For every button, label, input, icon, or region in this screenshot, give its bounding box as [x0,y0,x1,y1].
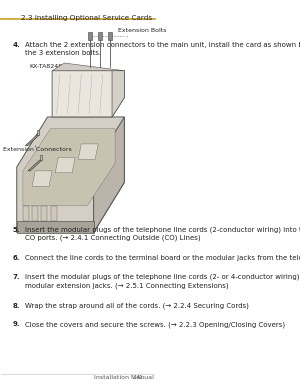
Text: Installation Manual: Installation Manual [94,375,154,380]
Polygon shape [37,130,39,135]
Text: 2.3 Installing Optional Service Cards: 2.3 Installing Optional Service Cards [21,15,152,21]
Polygon shape [32,171,52,186]
Polygon shape [88,32,92,40]
Text: Insert the modular plugs of the telephone line cords (2- or 4-conductor wiring) : Insert the modular plugs of the telephon… [25,274,300,289]
Text: 6.: 6. [12,255,20,262]
Polygon shape [23,206,29,221]
Polygon shape [55,158,75,173]
Text: Extension Connectors: Extension Connectors [3,146,72,152]
Polygon shape [23,128,115,206]
Text: Connect the line cords to the terminal board or the modular jacks from the telep: Connect the line cords to the terminal b… [25,255,300,262]
Polygon shape [94,117,124,232]
Text: Wrap the strap around all of the cords. (→ 2.2.4 Securing Cords): Wrap the strap around all of the cords. … [25,303,249,309]
Text: 4.: 4. [12,42,20,48]
Polygon shape [52,71,124,117]
Text: 9.: 9. [12,321,20,327]
Polygon shape [108,32,112,40]
Polygon shape [17,117,124,232]
Text: 7.: 7. [12,274,20,280]
Polygon shape [41,206,47,221]
Text: Extension Bolts: Extension Bolts [118,28,167,37]
Polygon shape [40,155,42,160]
Polygon shape [32,206,38,221]
Polygon shape [78,144,98,159]
Polygon shape [51,206,57,221]
Text: Insert the modular plugs of the telephone line cords (2-conductor wiring) into t: Insert the modular plugs of the telephon… [25,227,300,241]
Text: Attach the 2 extension connectors to the main unit, install the card as shown be: Attach the 2 extension connectors to the… [25,42,300,56]
Text: Close the covers and secure the screws. (→ 2.2.3 Opening/Closing Covers): Close the covers and secure the screws. … [25,321,285,327]
Text: 8.: 8. [12,303,20,308]
Polygon shape [17,221,94,232]
Polygon shape [112,71,124,117]
Polygon shape [28,160,42,171]
Text: KX-TA82483: KX-TA82483 [29,64,71,83]
Text: 41: 41 [136,375,144,380]
Polygon shape [98,32,102,40]
Polygon shape [25,135,39,146]
Text: 5.: 5. [12,227,20,233]
Polygon shape [52,63,124,71]
